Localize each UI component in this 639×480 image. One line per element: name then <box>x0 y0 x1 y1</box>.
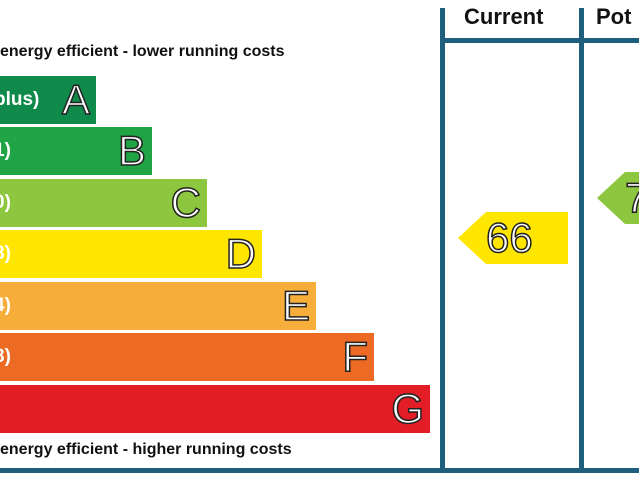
band-range-label: 4) <box>0 295 11 316</box>
potential-rating-arrow: 7 <box>597 172 639 224</box>
band-range-label: 1) <box>0 140 11 161</box>
band-f: 8) F <box>0 333 374 381</box>
band-letter: F <box>342 333 369 381</box>
bottom-caption: energy efficient - higher running costs <box>0 441 292 458</box>
band-range-label: 8) <box>0 346 11 367</box>
divider-left <box>440 8 445 472</box>
current-arrow-shape <box>458 212 568 264</box>
band-letter: B <box>117 127 147 175</box>
band-range-label: plus) <box>0 89 40 110</box>
band-a: plus) A <box>0 76 96 124</box>
header-rule <box>440 38 639 43</box>
divider-mid <box>579 8 584 472</box>
bottom-rule <box>0 468 639 473</box>
band-letter: A <box>61 76 91 124</box>
band-e: 4) E <box>0 282 316 330</box>
band-letter: G <box>391 385 425 433</box>
band-letter: C <box>170 179 202 227</box>
band-c: 0) C <box>0 179 207 227</box>
potential-arrow-shape <box>597 172 639 224</box>
band-g: )G <box>0 385 430 433</box>
band-b: 1) B <box>0 127 152 175</box>
band-d: 8) D <box>0 230 262 278</box>
potential-column-header: Pot <box>596 4 632 29</box>
current-rating-arrow: 66 <box>458 212 568 264</box>
top-caption: energy efficient - lower running costs <box>0 43 285 60</box>
band-letter: E <box>281 282 311 330</box>
band-range-label: 8) <box>0 243 11 264</box>
current-column-header: Current <box>464 4 544 29</box>
band-range-label: 0) <box>0 192 11 213</box>
current-rating-value: 66 <box>485 213 533 262</box>
band-letter: D <box>225 230 257 278</box>
potential-rating-value: 7 <box>624 173 639 222</box>
